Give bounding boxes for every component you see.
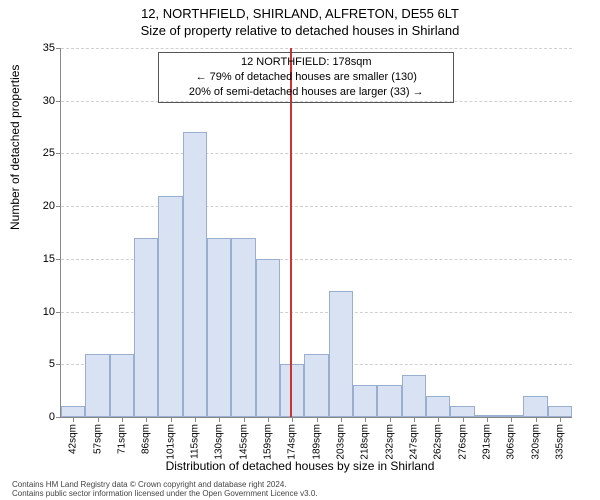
histogram-bar	[402, 375, 426, 417]
plot-area: 0510152025303542sqm57sqm71sqm86sqm101sqm…	[60, 48, 572, 418]
xtick-mark	[487, 417, 488, 422]
annotation-box: 12 NORTHFIELD: 178sqm← 79% of detached h…	[158, 52, 454, 103]
xtick-mark	[219, 417, 220, 422]
xtick-mark	[365, 417, 366, 422]
xtick-label: 71sqm	[116, 424, 127, 454]
chart-container: 12, NORTHFIELD, SHIRLAND, ALFRETON, DE55…	[0, 0, 600, 500]
xtick-label: 335sqm	[554, 424, 565, 460]
ytick-mark	[56, 417, 61, 418]
gridline	[61, 206, 572, 207]
ytick-label: 15	[31, 253, 55, 265]
ytick-label: 25	[31, 147, 55, 159]
xtick-mark	[560, 417, 561, 422]
y-axis-label: Number of detached properties	[8, 65, 22, 230]
xtick-label: 262sqm	[433, 424, 444, 460]
xtick-mark	[98, 417, 99, 422]
ytick-label: 5	[31, 358, 55, 370]
histogram-bar	[207, 238, 231, 417]
xtick-label: 189sqm	[311, 424, 322, 460]
histogram-bar	[256, 259, 280, 417]
xtick-mark	[171, 417, 172, 422]
footer-line1: Contains HM Land Registry data © Crown c…	[12, 480, 588, 489]
xtick-mark	[463, 417, 464, 422]
ytick-mark	[56, 206, 61, 207]
ytick-mark	[56, 48, 61, 49]
xtick-label: 320sqm	[530, 424, 541, 460]
ytick-mark	[56, 312, 61, 313]
gridline	[61, 153, 572, 154]
ytick-label: 10	[31, 306, 55, 318]
annotation-line1: 12 NORTHFIELD: 178sqm	[165, 55, 447, 70]
page-title-line1: 12, NORTHFIELD, SHIRLAND, ALFRETON, DE55…	[0, 0, 600, 21]
xtick-label: 276sqm	[457, 424, 468, 460]
histogram-bar	[377, 385, 401, 417]
footer-attribution: Contains HM Land Registry data © Crown c…	[12, 480, 588, 498]
ytick-label: 35	[31, 42, 55, 54]
histogram-bar	[158, 196, 182, 417]
histogram-bar	[304, 354, 328, 417]
xtick-label: 130sqm	[214, 424, 225, 460]
ytick-mark	[56, 364, 61, 365]
xtick-label: 203sqm	[335, 424, 346, 460]
ytick-label: 0	[31, 411, 55, 423]
xtick-label: 57sqm	[92, 424, 103, 454]
xtick-label: 86sqm	[141, 424, 152, 454]
xtick-label: 115sqm	[189, 424, 200, 459]
x-axis-label: Distribution of detached houses by size …	[0, 459, 600, 473]
footer-line2: Contains public sector information licen…	[12, 489, 588, 498]
gridline	[61, 48, 572, 49]
ytick-mark	[56, 101, 61, 102]
xtick-mark	[244, 417, 245, 422]
xtick-label: 306sqm	[506, 424, 517, 460]
xtick-mark	[341, 417, 342, 422]
xtick-mark	[292, 417, 293, 422]
ytick-label: 30	[31, 95, 55, 107]
histogram-bar	[523, 396, 547, 417]
xtick-label: 174sqm	[287, 424, 298, 460]
histogram-bar	[450, 406, 474, 417]
histogram-bar	[280, 364, 304, 417]
histogram-bar	[231, 238, 255, 417]
histogram-bar	[548, 406, 572, 417]
annotation-line3: 20% of semi-detached houses are larger (…	[165, 85, 447, 100]
xtick-label: 291sqm	[481, 424, 492, 460]
xtick-label: 145sqm	[238, 424, 249, 460]
xtick-mark	[195, 417, 196, 422]
xtick-mark	[511, 417, 512, 422]
histogram-bar	[61, 406, 85, 417]
histogram-bar	[426, 396, 450, 417]
ytick-mark	[56, 259, 61, 260]
xtick-mark	[414, 417, 415, 422]
ytick-label: 20	[31, 200, 55, 212]
ytick-mark	[56, 153, 61, 154]
xtick-mark	[146, 417, 147, 422]
histogram-bar	[353, 385, 377, 417]
xtick-label: 159sqm	[262, 424, 273, 460]
xtick-mark	[268, 417, 269, 422]
histogram-bar	[110, 354, 134, 417]
xtick-mark	[73, 417, 74, 422]
xtick-mark	[438, 417, 439, 422]
histogram-bar	[134, 238, 158, 417]
histogram-bar	[183, 132, 207, 417]
xtick-mark	[536, 417, 537, 422]
xtick-mark	[390, 417, 391, 422]
xtick-mark	[317, 417, 318, 422]
xtick-mark	[122, 417, 123, 422]
histogram-bar	[329, 291, 353, 418]
xtick-label: 247sqm	[408, 424, 419, 460]
xtick-label: 42sqm	[68, 424, 79, 454]
xtick-label: 101sqm	[165, 424, 176, 460]
xtick-label: 232sqm	[384, 424, 395, 460]
reference-line	[290, 48, 292, 417]
histogram-bar	[85, 354, 109, 417]
page-title-line2: Size of property relative to detached ho…	[0, 21, 600, 38]
xtick-label: 218sqm	[360, 424, 371, 460]
annotation-line2: ← 79% of detached houses are smaller (13…	[165, 70, 447, 85]
